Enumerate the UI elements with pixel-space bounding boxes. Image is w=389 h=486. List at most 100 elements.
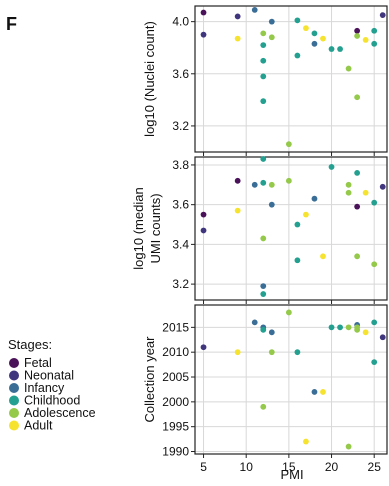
legend-swatch-childhood (9, 395, 19, 406)
plot-frame (194, 156, 388, 301)
data-point-fetal (234, 177, 241, 184)
data-point-neonatal (200, 344, 207, 351)
y-tick-label: 3.6 (172, 198, 189, 212)
collection-year-panel: 1990 1995 2000 2005 2010 2015 5 10 15 20 25 Collect… (142, 304, 388, 474)
data-point-childhood (371, 359, 378, 366)
data-point-adolescence (260, 235, 267, 242)
data-point-childhood (371, 319, 378, 326)
data-point-adolescence (285, 177, 292, 184)
x-tick-label: 15 (282, 460, 296, 474)
x-tick-label: 5 (200, 460, 207, 474)
plot-frame (194, 304, 388, 455)
data-point-adult (320, 389, 326, 395)
stage-legend: Stages: FetalNeonatalInfancyChildhoodAdo… (8, 337, 96, 433)
data-point-childhood (260, 42, 267, 49)
data-point-infancy (268, 201, 275, 208)
data-point-childhood (311, 30, 318, 37)
data-point-adult (234, 207, 241, 214)
data-point-childhood (260, 57, 267, 64)
data-point-adolescence (345, 443, 352, 450)
data-point-adolescence (260, 403, 267, 410)
data-point-adolescence (345, 181, 352, 188)
y-tick-label: 2000 (162, 395, 189, 409)
data-point-infancy (311, 389, 318, 395)
data-point-infancy (268, 329, 275, 336)
data-point-adolescence (354, 326, 361, 333)
data-point-infancy (251, 7, 258, 13)
data-point-childhood (260, 98, 267, 105)
data-point-adolescence (268, 34, 275, 41)
data-point-fetal (354, 203, 361, 210)
x-tick-label: 25 (368, 460, 382, 474)
data-point-adult (234, 349, 241, 356)
y-tick-label: 3.2 (172, 119, 189, 133)
data-point-adult (320, 253, 326, 260)
data-point-childhood (260, 156, 267, 162)
y-tick-label: 1990 (162, 445, 189, 459)
data-point-adult (303, 25, 309, 32)
legend-label-adolescence: Adolescence (24, 406, 96, 420)
y-tick-label: 3.8 (172, 158, 189, 172)
y-axis-label: UMI counts) (148, 193, 163, 263)
data-point-childhood (371, 40, 378, 47)
data-point-adolescence (345, 65, 352, 72)
x-tick-label: 10 (240, 460, 254, 474)
data-point-neonatal (379, 183, 386, 190)
data-point-infancy (260, 283, 267, 289)
data-point-childhood (294, 349, 301, 356)
x-axis-label: PMI (280, 467, 303, 482)
y-tick-label: 2015 (162, 320, 189, 334)
data-point-adult (303, 438, 309, 445)
y-axis-label: log10 (Nuclei count) (142, 21, 157, 137)
data-point-childhood (328, 164, 335, 170)
y-tick-label: 2010 (162, 345, 189, 359)
median-umi-panel: 3.2 3.4 3.6 3.8 log10 (median UMI counts) (131, 156, 388, 304)
legend-swatch-adolescence (9, 408, 19, 418)
data-point-adult (362, 36, 369, 43)
legend-title: Stages: (8, 337, 52, 352)
data-point-adolescence (354, 94, 361, 101)
data-point-neonatal (379, 334, 386, 341)
data-point-adult (362, 329, 369, 336)
data-point-adolescence (260, 30, 267, 37)
data-point-childhood (260, 326, 267, 333)
data-point-childhood (294, 17, 301, 24)
data-point-childhood (371, 199, 378, 206)
data-point-childhood (260, 179, 267, 186)
data-point-infancy (311, 40, 318, 47)
data-point-childhood (294, 221, 301, 228)
data-point-adolescence (354, 33, 361, 39)
data-point-childhood (371, 27, 378, 34)
data-point-childhood (260, 73, 267, 80)
legend-label-fetal: Fetal (24, 356, 52, 370)
data-point-fetal (200, 9, 207, 16)
data-point-fetal (200, 211, 207, 218)
legend-label-infancy: Infancy (24, 381, 65, 395)
data-point-childhood (337, 46, 343, 52)
data-point-childhood (354, 169, 361, 176)
data-point-neonatal (379, 12, 386, 19)
y-axis-label: log10 (median (131, 187, 146, 269)
data-point-infancy (251, 181, 258, 188)
data-point-adult (320, 35, 326, 42)
data-point-adult (234, 35, 241, 42)
data-point-adolescence (345, 189, 352, 196)
data-point-adult (362, 189, 369, 196)
data-point-infancy (251, 319, 258, 326)
y-tick-label: 3.2 (172, 277, 189, 291)
legend-swatch-neonatal (9, 370, 19, 381)
data-point-fetal (354, 27, 361, 34)
data-point-childhood (260, 291, 267, 297)
legend-swatch-fetal (9, 358, 19, 368)
data-point-neonatal (200, 31, 207, 38)
data-point-adolescence (268, 181, 275, 188)
data-point-childhood (328, 46, 335, 52)
y-tick-label: 3.4 (172, 237, 189, 251)
data-point-adolescence (285, 141, 292, 148)
legend-swatch-infancy (9, 383, 19, 393)
data-point-infancy (268, 18, 275, 25)
data-point-infancy (311, 195, 318, 202)
nuclei-count-panel: 3.2 3.6 4.0 log10 (Nuclei count) (142, 5, 388, 156)
data-point-childhood (337, 324, 343, 331)
